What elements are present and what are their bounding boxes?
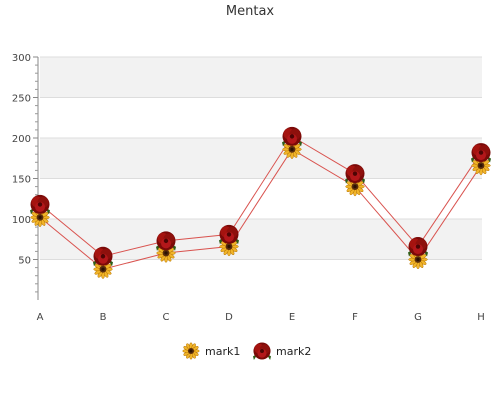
data-point-mark2 [471, 143, 491, 163]
gridlines [33, 56, 482, 260]
background-bands [40, 57, 482, 260]
data-point-mark2 [345, 164, 365, 184]
data-point-mark2 [156, 231, 176, 251]
x-axis-tick-labels: A B C D E F G H [37, 312, 485, 323]
data-point-mark2 [93, 246, 113, 267]
y-tick-label: 250 [12, 94, 31, 105]
x-tick-label: E [289, 312, 295, 323]
series-line-mark2 [39, 135, 482, 257]
legend-label: mark2 [276, 345, 311, 358]
x-tick-label: G [414, 312, 422, 323]
y-tick-label: 150 [12, 175, 31, 186]
background-band [40, 138, 482, 179]
x-tick-label: F [352, 312, 358, 323]
y-tick-label: 100 [12, 215, 31, 226]
rose-icon [253, 342, 271, 360]
y-tick-label: 50 [18, 256, 31, 267]
series-markers [30, 126, 491, 279]
y-tick-label: 300 [12, 53, 31, 64]
x-tick-label: A [37, 312, 44, 323]
data-point-mark1 [345, 176, 365, 197]
sunflower-icon [182, 342, 200, 360]
y-tick-label: 200 [12, 134, 31, 145]
data-point-mark1 [93, 259, 113, 279]
x-tick-label: C [163, 312, 170, 323]
legend-item-mark1: mark1 [182, 342, 240, 360]
x-tick-label: H [477, 312, 485, 323]
x-tick-label: D [225, 312, 233, 323]
legend-label: mark1 [205, 345, 240, 358]
legend-item-mark2: mark2 [253, 342, 311, 360]
legend: mark1 mark2 [182, 342, 311, 360]
series-line-mark1 [39, 148, 482, 270]
series-lines [39, 135, 482, 270]
x-tick-label: B [100, 312, 107, 323]
data-point-mark2 [219, 224, 239, 245]
y-axis-tick-labels: 50 100 150 200 250 300 [12, 53, 31, 267]
chart-title: Mentax [226, 4, 275, 19]
data-point-mark2 [30, 194, 50, 215]
data-point-mark2 [408, 237, 428, 257]
background-band [40, 57, 482, 98]
data-point-mark2 [282, 126, 302, 147]
